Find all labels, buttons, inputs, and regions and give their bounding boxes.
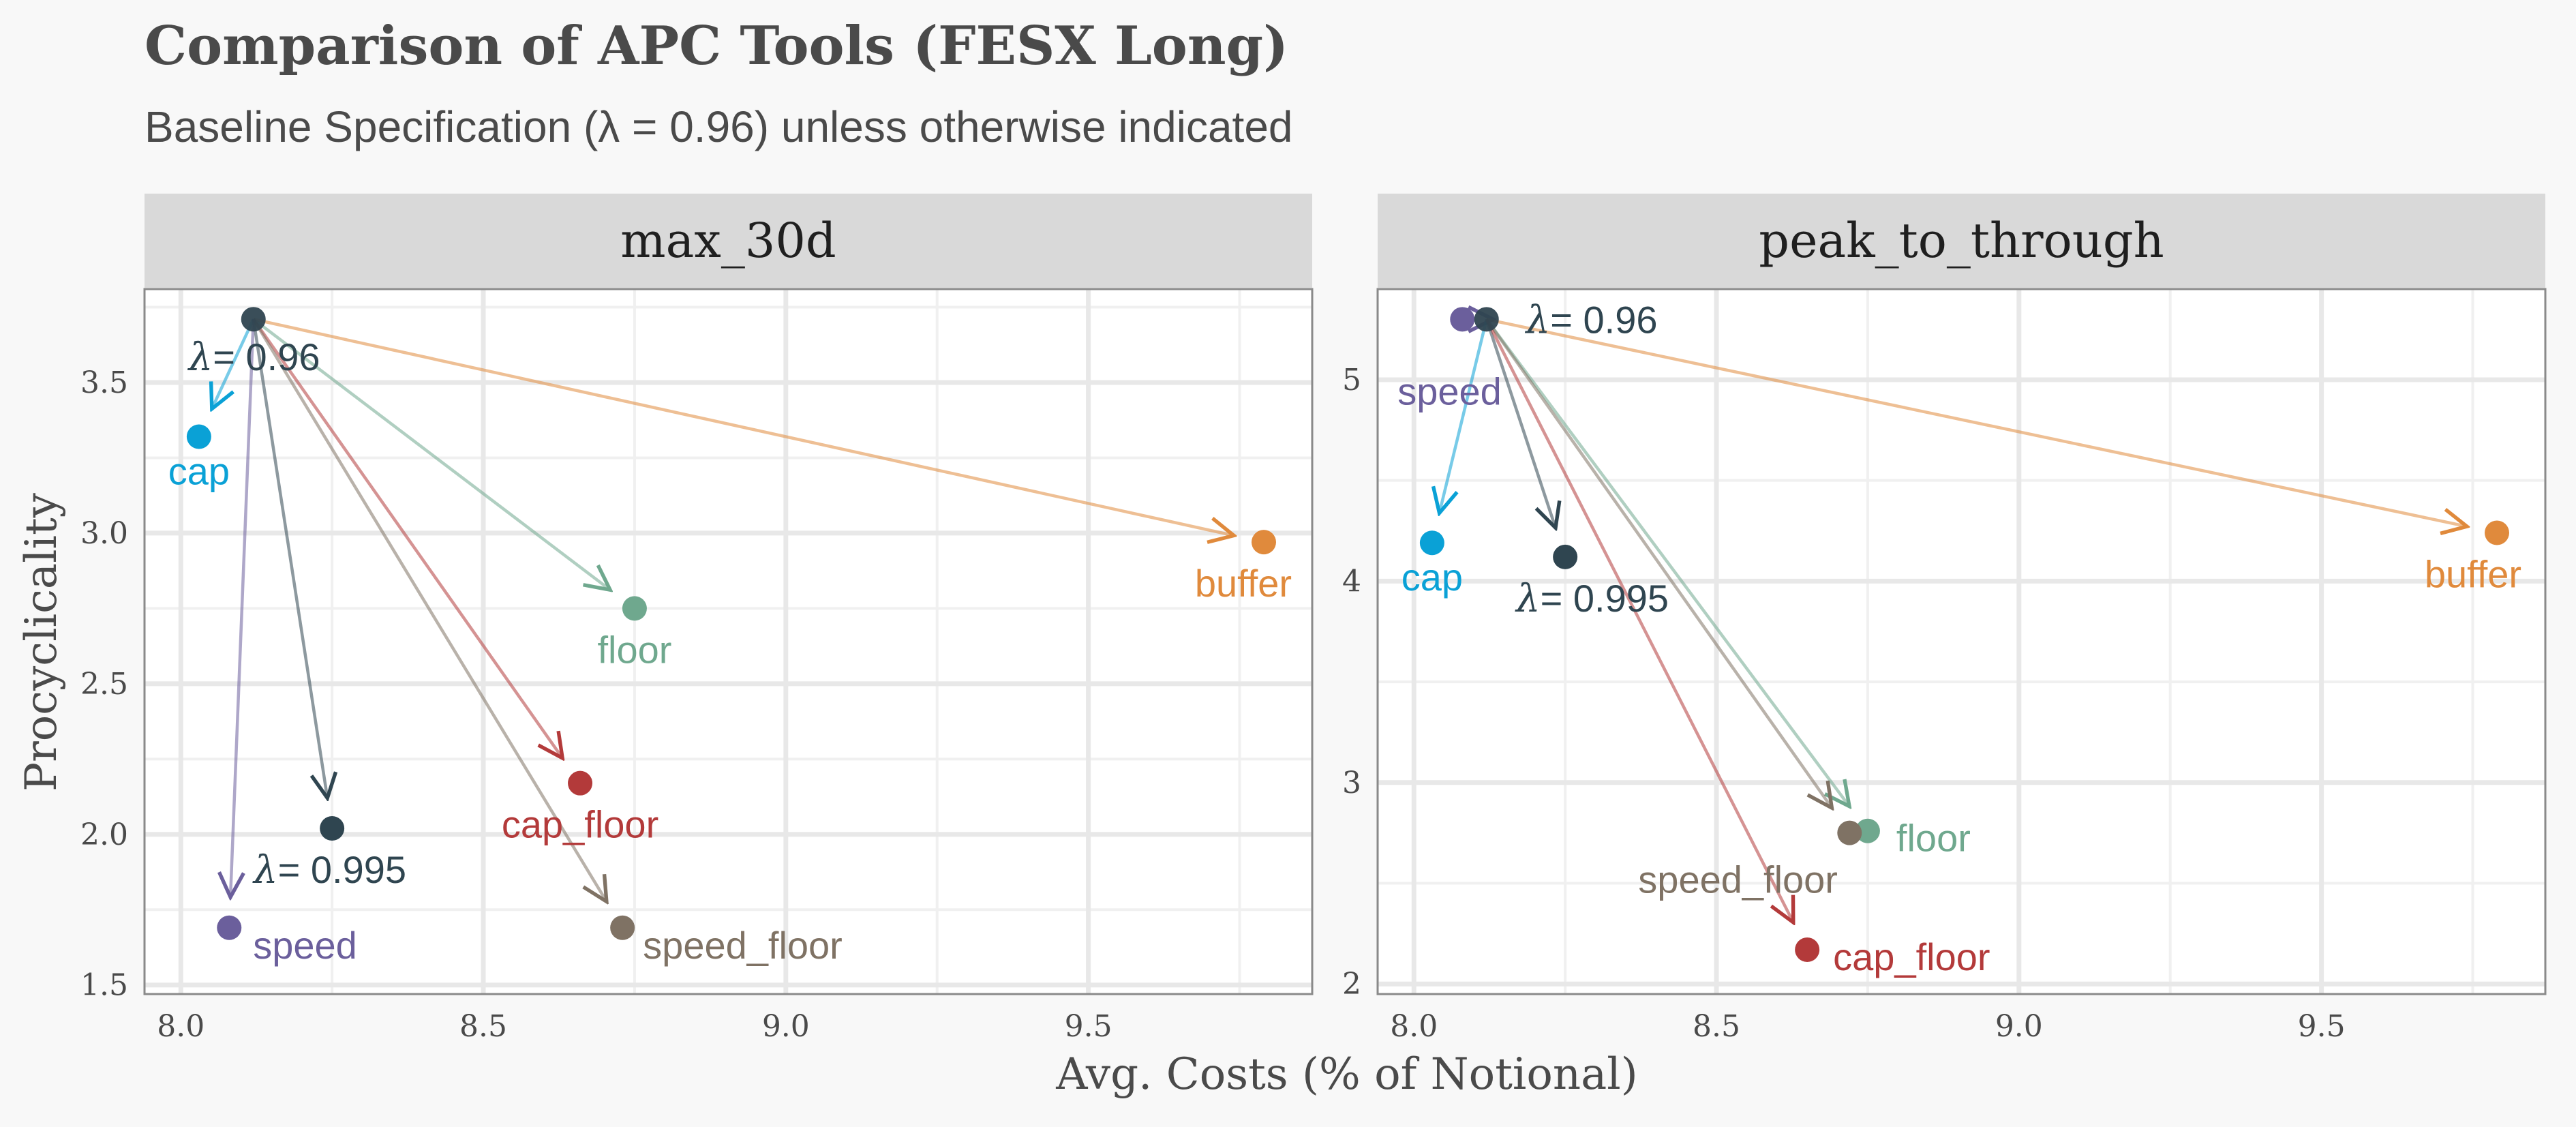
- point-speed_floor: [1837, 820, 1862, 845]
- plot-area: [145, 289, 1312, 994]
- arrow-buffer: [1486, 318, 2467, 526]
- x-tick-label: 9.0: [1995, 1009, 2043, 1044]
- arrow-lambda_0.995: [252, 318, 328, 798]
- label-lambda_0.995: λ= 0.995: [252, 848, 406, 892]
- arrow-speed: [230, 319, 256, 897]
- label-lambda_0.995: λ= 0.995: [1515, 577, 1669, 621]
- y-tick-label: 4: [1342, 564, 1361, 599]
- label-cap_floor: cap_floor: [1833, 935, 1990, 978]
- point-cap_floor: [568, 770, 593, 796]
- point-cap: [1419, 530, 1444, 556]
- x-tick-label: 8.5: [459, 1009, 507, 1044]
- facet-strip-label: peak_to_through: [1759, 213, 2164, 269]
- y-tick-label: 5: [1342, 363, 1361, 397]
- point-floor: [1855, 818, 1880, 843]
- arrow-cap: [212, 318, 255, 409]
- facet-strip: [145, 194, 1312, 288]
- arrow-floor: [1485, 318, 1849, 806]
- point-origin: [241, 307, 266, 332]
- y-axis-title: Procyclicality: [16, 493, 67, 792]
- y-tick-label: 3: [1342, 766, 1361, 800]
- y-tick-label: 2: [1342, 967, 1361, 1002]
- point-buffer: [1251, 530, 1276, 555]
- arrow-speed_floor: [252, 318, 607, 901]
- x-tick-label: 9.0: [762, 1009, 810, 1044]
- point-speed: [1450, 307, 1475, 332]
- point-cap: [186, 424, 211, 449]
- arrow-buffer: [253, 317, 1234, 535]
- label-origin: λ= 0.96: [1525, 298, 1658, 342]
- facet-strip-label: max_30d: [620, 213, 836, 269]
- facet-strip: [1378, 194, 2545, 288]
- point-lambda_0.995: [1553, 544, 1578, 569]
- plot-area: [1378, 289, 2545, 994]
- y-tick-label: 2.5: [80, 667, 128, 702]
- label-floor: floor: [597, 628, 671, 671]
- x-axis-title: Avg. Costs (% of Notional): [1055, 1049, 1637, 1100]
- arrow-cap: [1440, 318, 1488, 513]
- y-tick-label: 3.5: [80, 365, 128, 400]
- arrow-speed_floor: [1485, 318, 1832, 808]
- facet-panels: max_30d 8.0 8.5 9.0 9.5 1.5 2.0 2.5 3.0 3.5 cap buf…: [80, 194, 2547, 1044]
- chart-subtitle: Baseline Specification (λ = 0.96) unless…: [145, 102, 1293, 151]
- label-origin: λ= 0.96: [187, 335, 320, 380]
- point-cap_floor: [1795, 937, 1820, 963]
- chart-title: Comparison of APC Tools (FESX Long): [145, 15, 1288, 77]
- label-speed: speed: [253, 924, 357, 967]
- point-buffer: [2484, 520, 2509, 545]
- label-cap: cap: [1401, 556, 1463, 599]
- plot-border: [143, 288, 1314, 995]
- label-speed_floor: speed_floor: [643, 924, 843, 967]
- arrow-floor: [252, 318, 610, 590]
- label-cap: cap: [168, 450, 230, 493]
- label-speed: speed: [1397, 370, 1502, 412]
- arrow-lambda_0.995: [1485, 318, 1556, 528]
- arrow-cap_floor: [1485, 318, 1793, 922]
- point-origin: [1474, 307, 1499, 332]
- x-tick-label: 9.5: [2298, 1009, 2346, 1044]
- label-buffer: buffer: [1195, 562, 1292, 605]
- x-tick-label: 8.0: [157, 1009, 204, 1044]
- plot-border: [1376, 288, 2547, 995]
- point-floor: [622, 596, 647, 621]
- point-speed: [217, 915, 242, 940]
- point-lambda_0.995: [320, 815, 345, 841]
- label-cap_floor: cap_floor: [502, 803, 658, 846]
- x-tick-label: 8.5: [1693, 1009, 1740, 1044]
- y-tick-label: 3.0: [80, 516, 128, 551]
- facet-panel-max_30d: max_30d 8.0 8.5 9.0 9.5 1.5 2.0 2.5 3.0 3.5 cap buf…: [80, 194, 1314, 1044]
- label-speed_floor: speed_floor: [1638, 858, 1838, 901]
- label-buffer: buffer: [2425, 552, 2521, 595]
- point-speed_floor: [610, 915, 635, 940]
- arrow-cap_floor: [252, 318, 562, 758]
- label-floor: floor: [1896, 817, 1971, 860]
- facet-panel-peak_to_through: peak_to_through 8.0 8.5 9.0 9.5 2 3 4 5 speed cap λ…: [1342, 194, 2547, 1044]
- x-tick-label: 9.5: [1065, 1009, 1112, 1044]
- y-tick-label: 1.5: [80, 968, 128, 1003]
- y-tick-label: 2.0: [80, 817, 128, 852]
- x-tick-label: 8.0: [1390, 1009, 1438, 1044]
